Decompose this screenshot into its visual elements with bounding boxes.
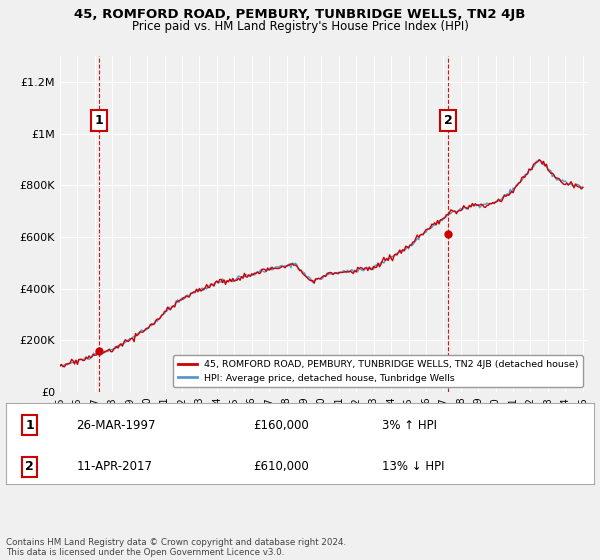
Legend: 45, ROMFORD ROAD, PEMBURY, TUNBRIDGE WELLS, TN2 4JB (detached house), HPI: Avera: 45, ROMFORD ROAD, PEMBURY, TUNBRIDGE WEL… [173,355,583,388]
Text: 3% ↑ HPI: 3% ↑ HPI [382,419,437,432]
Text: 11-APR-2017: 11-APR-2017 [77,460,152,473]
Text: 2: 2 [25,460,34,473]
Text: 13% ↓ HPI: 13% ↓ HPI [382,460,445,473]
Text: £160,000: £160,000 [253,419,309,432]
Text: Price paid vs. HM Land Registry's House Price Index (HPI): Price paid vs. HM Land Registry's House … [131,20,469,32]
Text: 26-MAR-1997: 26-MAR-1997 [77,419,156,432]
Text: 1: 1 [25,419,34,432]
Text: 2: 2 [443,114,452,127]
Text: £610,000: £610,000 [253,460,309,473]
Text: 45, ROMFORD ROAD, PEMBURY, TUNBRIDGE WELLS, TN2 4JB: 45, ROMFORD ROAD, PEMBURY, TUNBRIDGE WEL… [74,8,526,21]
Text: 1: 1 [94,114,103,127]
Text: Contains HM Land Registry data © Crown copyright and database right 2024.
This d: Contains HM Land Registry data © Crown c… [6,538,346,557]
